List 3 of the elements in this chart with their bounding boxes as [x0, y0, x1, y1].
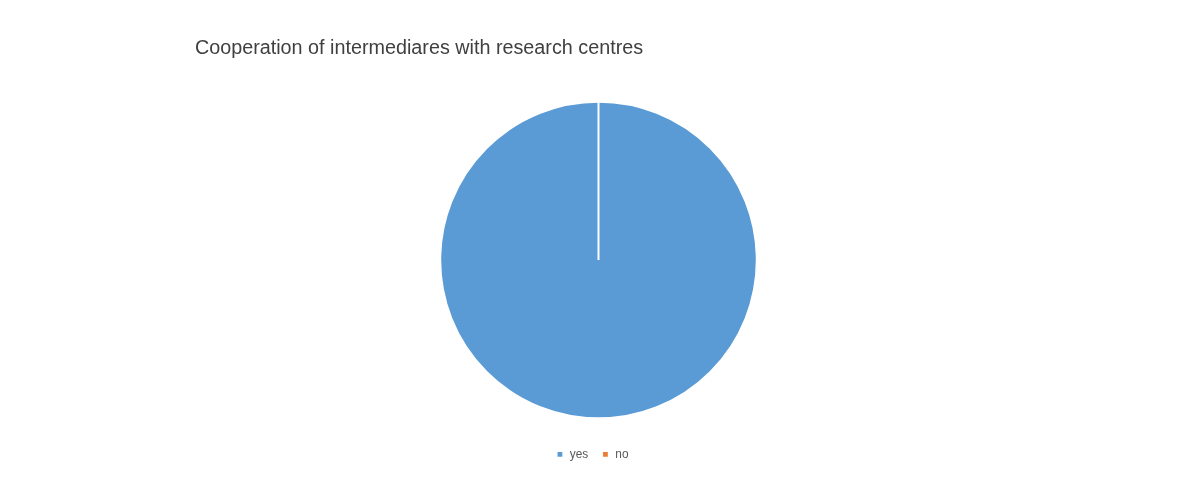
legend-label: no: [615, 447, 629, 462]
legend-label: yes: [569, 447, 589, 462]
chart-title: Cooperation of intermediares with research centres: [194, 36, 644, 59]
